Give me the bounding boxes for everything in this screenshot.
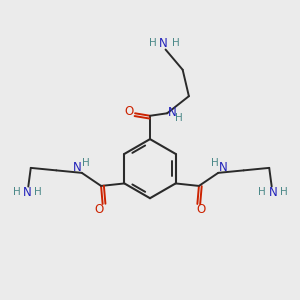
Text: H: H (211, 158, 218, 168)
Text: H: H (175, 113, 183, 123)
Text: H: H (82, 158, 89, 168)
Text: O: O (125, 105, 134, 118)
Text: N: N (268, 186, 277, 199)
Text: N: N (219, 161, 228, 174)
Text: H: H (280, 187, 287, 196)
Text: O: O (94, 203, 104, 216)
Text: H: H (259, 187, 266, 196)
Text: N: N (159, 38, 168, 50)
Text: H: H (34, 187, 41, 196)
Text: H: H (13, 187, 20, 196)
Text: N: N (23, 186, 32, 199)
Text: N: N (168, 106, 176, 119)
Text: N: N (72, 161, 81, 174)
Text: H: H (148, 38, 156, 48)
Text: H: H (172, 38, 179, 48)
Text: O: O (196, 203, 206, 216)
